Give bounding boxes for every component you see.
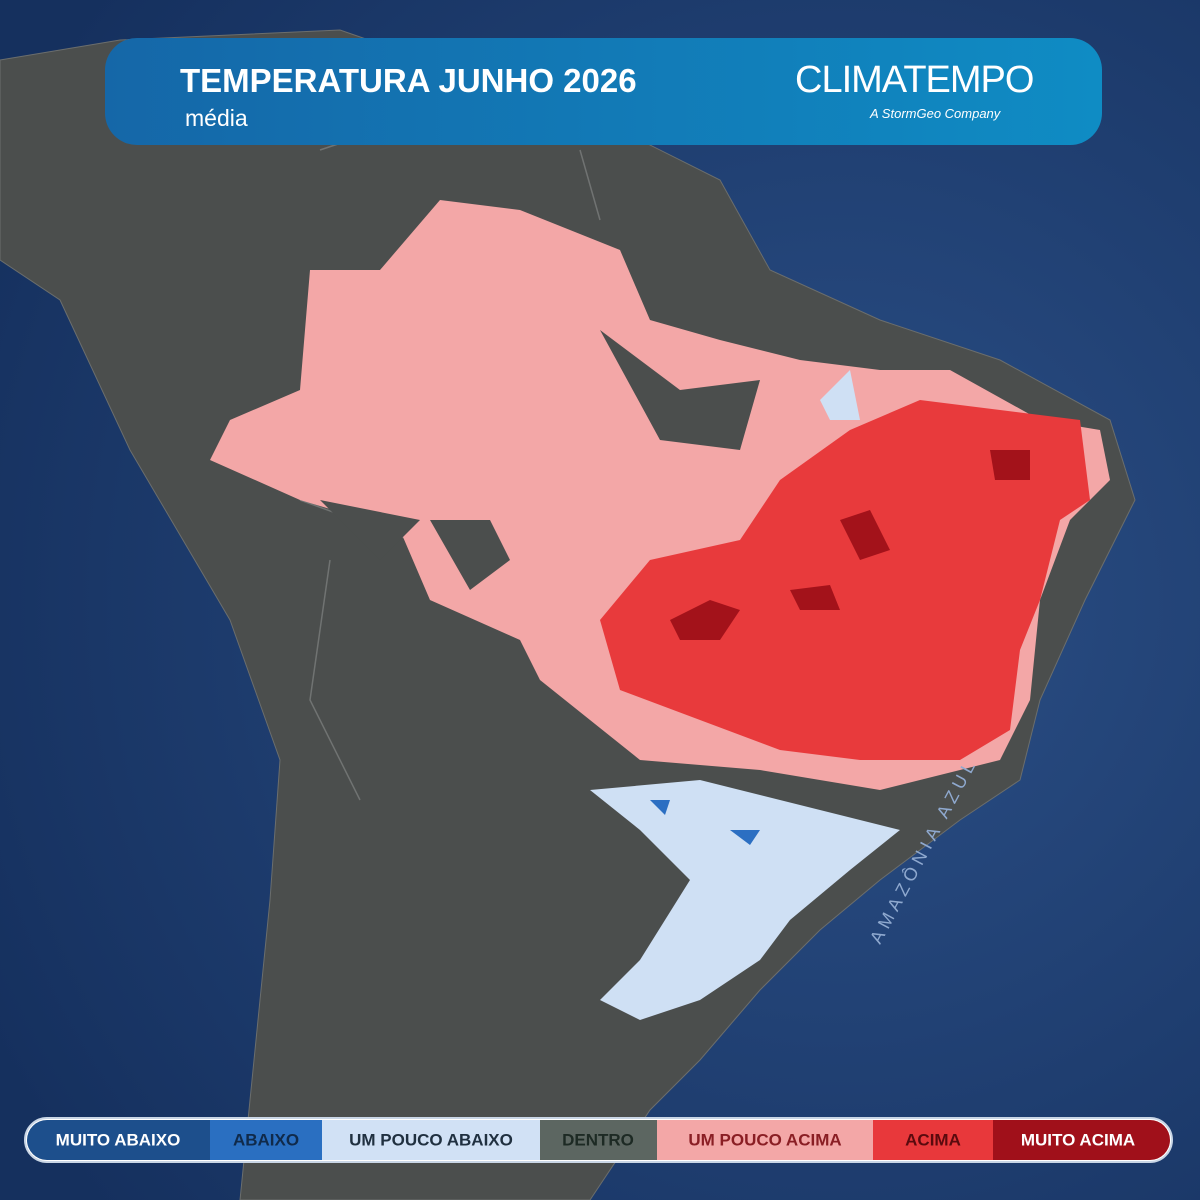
region-dentro-patches xyxy=(320,330,760,590)
legend-label: DENTRO xyxy=(562,1130,634,1149)
region-muito-acima xyxy=(670,450,1030,640)
logo-tagline: A StormGeo Company xyxy=(869,106,1002,121)
region-um-pouco-abaixo xyxy=(590,370,900,1020)
legend-swatch xyxy=(873,1120,993,1160)
region-abaixo xyxy=(650,800,760,845)
legend: MUITO ABAIXO ABAIXO UM POUCO ABAIXO DENT… xyxy=(24,1117,1173,1163)
legend-swatch xyxy=(210,1120,322,1160)
legend-swatch xyxy=(657,1120,873,1160)
legend-label: MUITO ABAIXO xyxy=(56,1130,181,1149)
header-bar xyxy=(105,38,1102,145)
legend-label: UM POUCO ACIMA xyxy=(688,1130,841,1149)
subtitle: média xyxy=(185,105,248,131)
legend-swatch xyxy=(322,1120,540,1160)
legend-swatch xyxy=(27,1120,210,1160)
legend-swatch xyxy=(993,1120,1170,1160)
logo: CLIMATEMPO xyxy=(795,59,1033,101)
legend-label: UM POUCO ABAIXO xyxy=(349,1130,513,1149)
title: TEMPERATURA JUNHO 2026 xyxy=(180,62,637,99)
legend-swatch xyxy=(540,1120,657,1160)
region-acima xyxy=(600,400,1090,760)
legend-label: ACIMA xyxy=(905,1130,961,1149)
legend-label: MUITO ACIMA xyxy=(1021,1130,1135,1149)
legend-label: ABAIXO xyxy=(233,1130,299,1149)
